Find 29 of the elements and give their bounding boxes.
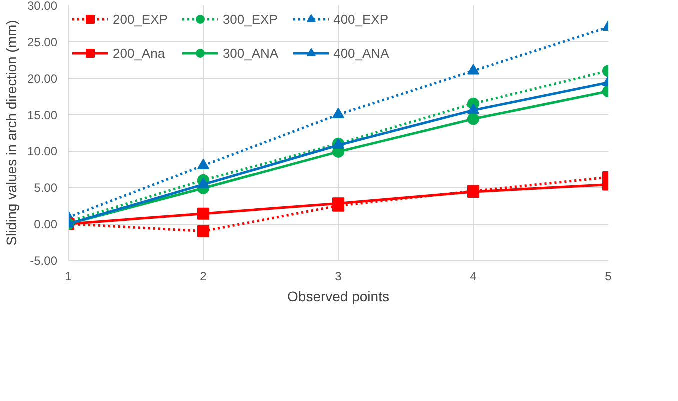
point [468,113,480,126]
y-tick-label: 10.00 [27,144,58,159]
y-tick-label: 5.00 [34,181,58,196]
point [198,225,210,238]
point [468,104,480,114]
x-tick-label: 2 [200,270,208,284]
x-tick-label: 3 [335,270,342,284]
y-tick-label: 15.00 [27,108,58,122]
y-tick-label: -5.00 [30,254,58,268]
point [198,178,210,188]
x-axis-title: Observed points [288,288,390,304]
legend-label: 400_ANA [334,46,390,60]
legend-label: 200_EXP [113,12,168,26]
legend-label: 200_Ana [113,46,166,60]
y-tick-label: 30.00 [27,0,58,13]
legend-label: 300_ANA [222,46,279,60]
point [198,208,210,220]
point [198,158,210,170]
legend-label: 400_EXP [334,12,389,26]
y-tick-label: 25.00 [27,35,58,50]
x-tick-label: 4 [470,270,478,284]
x-tick-label: 5 [605,270,612,284]
point [468,64,480,75]
y-tick-label: 0.00 [34,218,58,232]
point [332,108,344,118]
y-axis-title: Sliding values in arch direction (mm) [3,20,20,246]
x-tick-label: 1 [65,270,72,284]
legend-label: 300_EXP [222,12,278,26]
y-tick-label: 20.00 [27,72,58,86]
